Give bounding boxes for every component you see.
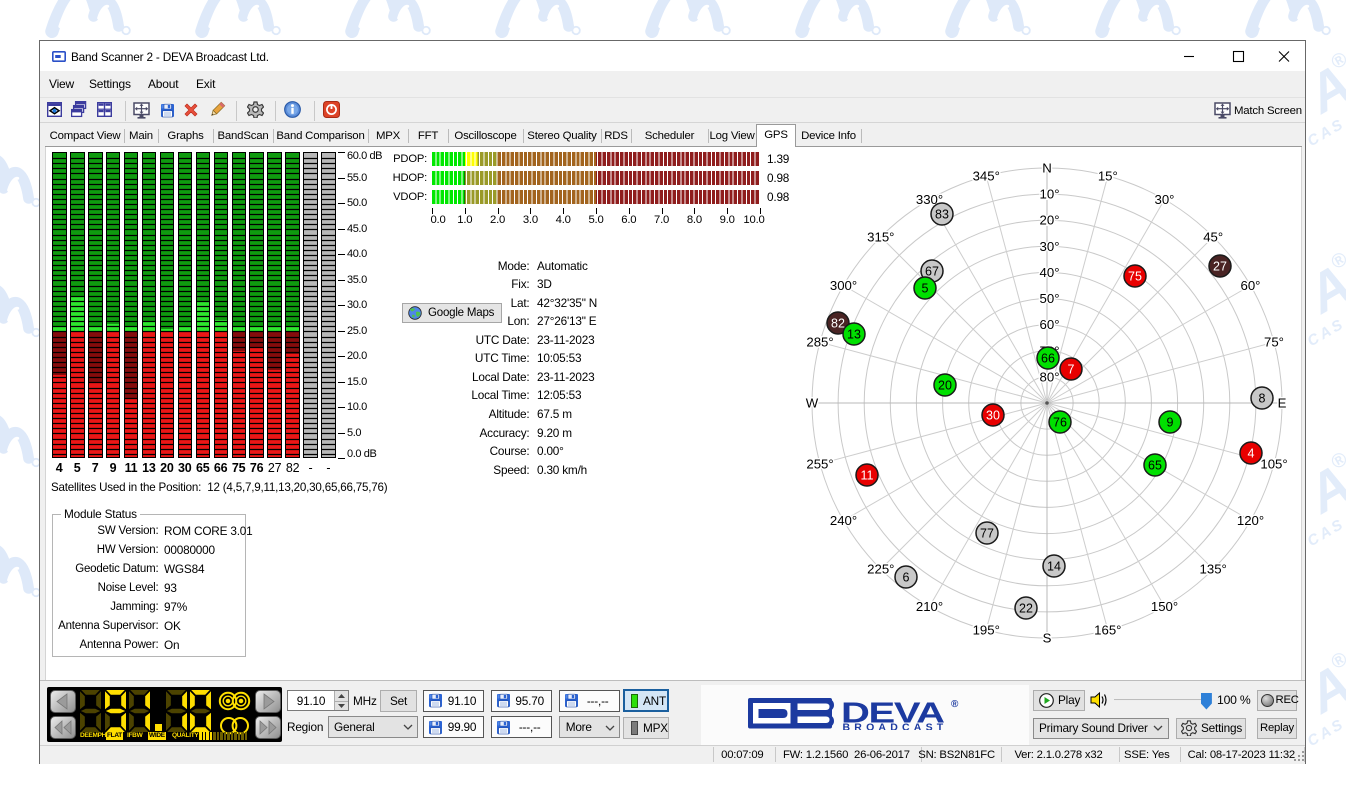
svg-text:22: 22	[1019, 602, 1033, 616]
svg-text:77: 77	[980, 527, 994, 541]
svg-text:255°: 255°	[806, 456, 833, 471]
svg-text:75°: 75°	[1264, 335, 1284, 350]
svg-text:165°: 165°	[1094, 623, 1121, 638]
svg-text:30: 30	[986, 409, 1000, 423]
svg-text:6: 6	[903, 571, 910, 585]
svg-text:BROADCAST: BROADCAST	[843, 722, 948, 731]
svg-text:30°: 30°	[1040, 239, 1060, 254]
svg-text:50°: 50°	[1040, 291, 1060, 306]
svg-text:20: 20	[938, 379, 952, 393]
svg-text:E: E	[1278, 396, 1287, 411]
svg-text:®: ®	[951, 699, 959, 710]
svg-text:20°: 20°	[1040, 213, 1060, 228]
svg-text:82: 82	[831, 317, 845, 331]
svg-text:285°: 285°	[806, 335, 833, 350]
svg-text:DEVA: DEVA	[841, 698, 945, 729]
svg-text:10°: 10°	[1040, 187, 1060, 202]
svg-text:210°: 210°	[916, 599, 943, 614]
svg-text:66: 66	[1041, 352, 1055, 366]
svg-text:9: 9	[1167, 416, 1174, 430]
svg-text:W: W	[806, 396, 819, 411]
svg-text:225°: 225°	[867, 562, 894, 577]
svg-text:11: 11	[861, 469, 874, 483]
svg-text:150°: 150°	[1151, 599, 1178, 614]
svg-text:N: N	[1042, 161, 1052, 176]
svg-text:240°: 240°	[830, 513, 857, 528]
svg-text:195°: 195°	[973, 623, 1000, 638]
svg-text:5: 5	[922, 282, 929, 296]
svg-text:315°: 315°	[867, 229, 894, 244]
svg-text:7: 7	[1068, 363, 1075, 377]
svg-text:4: 4	[1248, 447, 1255, 461]
svg-text:40°: 40°	[1040, 265, 1060, 280]
svg-text:345°: 345°	[973, 169, 1000, 184]
svg-text:27: 27	[1213, 260, 1227, 274]
svg-text:80°: 80°	[1040, 369, 1060, 384]
svg-text:135°: 135°	[1200, 562, 1227, 577]
svg-text:300°: 300°	[830, 278, 857, 293]
svg-text:105°: 105°	[1260, 456, 1287, 471]
svg-text:15°: 15°	[1098, 169, 1118, 184]
svg-text:76: 76	[1053, 416, 1067, 430]
svg-text:8: 8	[1259, 392, 1266, 406]
svg-text:120°: 120°	[1237, 513, 1264, 528]
svg-text:13: 13	[847, 328, 861, 342]
svg-text:S: S	[1043, 631, 1052, 646]
svg-text:14: 14	[1047, 560, 1061, 574]
svg-text:45°: 45°	[1203, 229, 1223, 244]
svg-text:60°: 60°	[1241, 278, 1261, 293]
svg-text:67: 67	[925, 265, 939, 279]
svg-text:75: 75	[1128, 270, 1142, 284]
svg-text:65: 65	[1148, 459, 1162, 473]
svg-text:83: 83	[935, 208, 949, 222]
svg-text:60°: 60°	[1040, 317, 1060, 332]
svg-text:30°: 30°	[1155, 192, 1175, 207]
